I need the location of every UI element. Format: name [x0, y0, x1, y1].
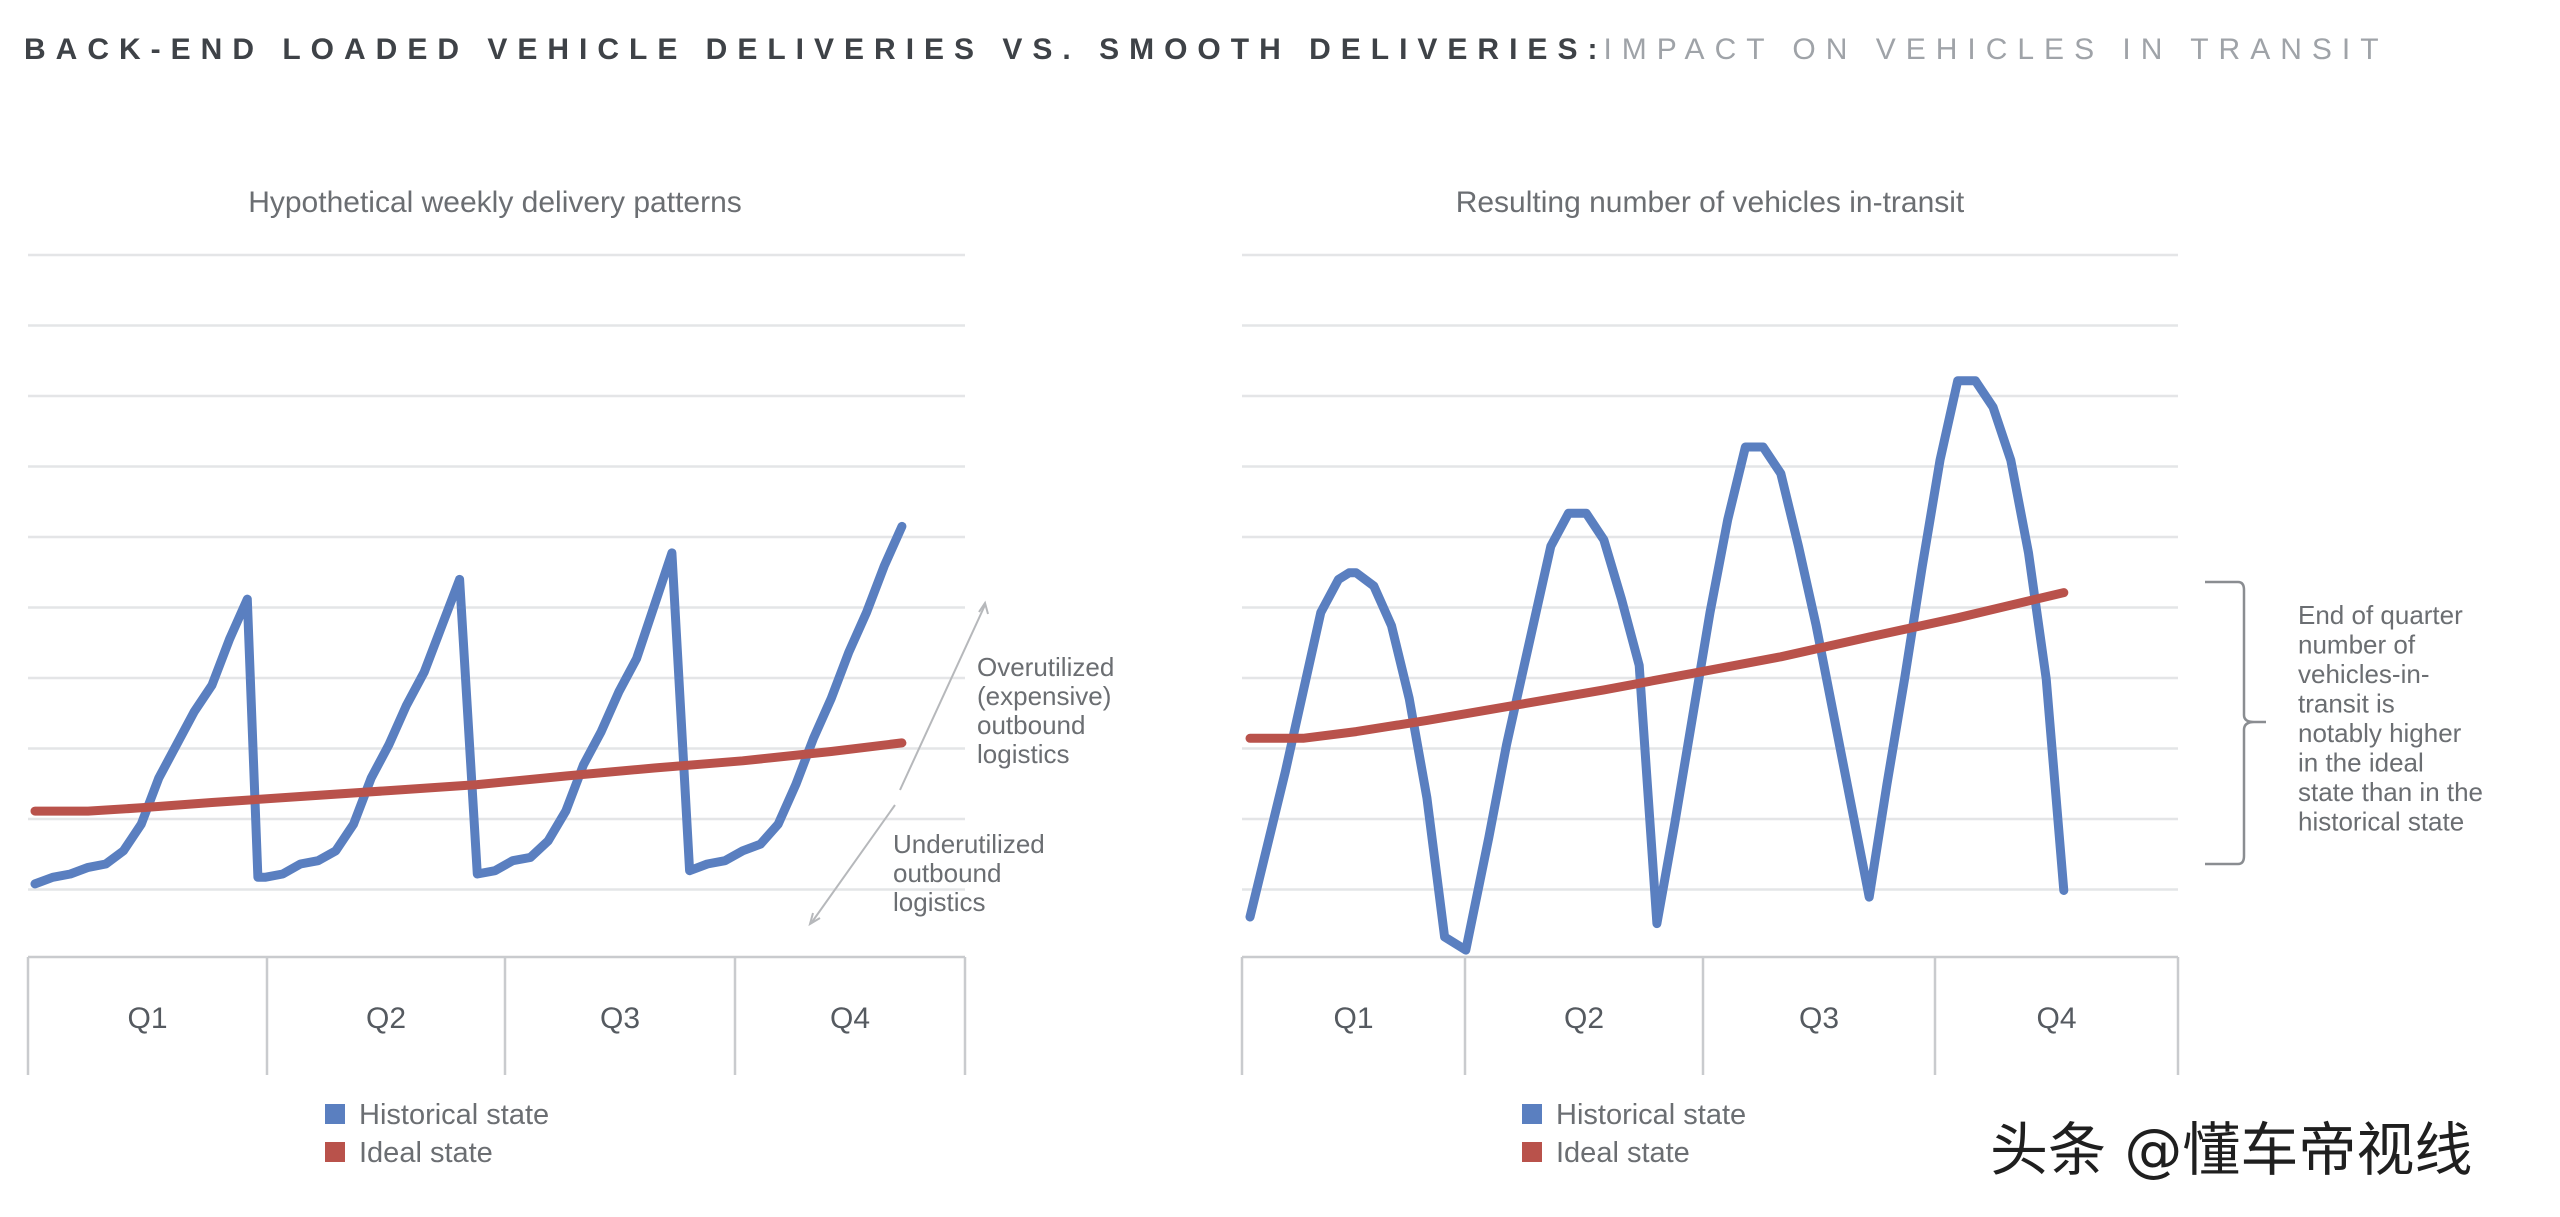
quarter-label-q2: Q2 — [366, 1002, 406, 1035]
underutilized-range-line — [811, 804, 896, 923]
header-title-main: BACK-END LOADED VEHICLE DELIVERIES VS. S… — [24, 33, 1588, 66]
overutilized-range-line — [899, 604, 986, 791]
header-title-sub: IMPACT ON VEHICLES IN TRANSIT — [1603, 33, 2389, 66]
chart-vehicles-in-transit: Resulting number of vehicles in-transit Q… — [1240, 186, 2483, 1169]
legend-label-ideal: Ideal state — [359, 1137, 493, 1169]
quarter-label-q1: Q1 — [127, 1002, 167, 1035]
end-of-quarter-brace — [2205, 580, 2266, 866]
series-line-ideal — [1245, 588, 2069, 743]
chart-weekly-delivery-patterns: Hypothetical weekly delivery patterns Q1 Q… — [26, 186, 1114, 1169]
legend-swatch-ideal — [325, 1142, 345, 1162]
series-line-historical — [1245, 376, 2069, 955]
overutilized-arrowhead — [978, 600, 989, 615]
quarter-label-q2: Q2 — [1564, 1002, 1604, 1035]
legend-label-ideal: Ideal state — [1556, 1137, 1690, 1169]
legend-label-historical: Historical state — [359, 1099, 549, 1131]
chart-title: Hypothetical weekly delivery patterns — [248, 186, 742, 219]
overutilized-annotation: Overutilized (expensive) outbound logistics — [977, 652, 1114, 769]
quarter-label-q3: Q3 — [1799, 1002, 1839, 1035]
quarter-label-q4: Q4 — [830, 1002, 870, 1035]
page-header: BACK-END LOADED VEHICLE DELIVERIES VS. S… — [24, 28, 2389, 72]
series-line-ideal — [30, 738, 907, 816]
legend-swatch-historical — [325, 1104, 345, 1124]
quarter-label-q3: Q3 — [600, 1002, 640, 1035]
watermark-text: 头条 @懂车帝视线 — [1990, 1116, 2472, 1184]
series-line-historical — [30, 521, 907, 889]
legend-label-historical: Historical state — [1556, 1099, 1746, 1131]
legend-swatch-ideal — [1522, 1142, 1542, 1162]
header-separator: : — [1587, 33, 1604, 66]
end-of-quarter-annotation: End of quarter number of vehicles-in-trans… — [2298, 600, 2483, 837]
chart-title: Resulting number of vehicles in-transit — [1456, 186, 1965, 219]
underutilized-arrowhead — [808, 912, 821, 927]
quarter-label-q1: Q1 — [1333, 1002, 1373, 1035]
legend-swatch-historical — [1522, 1104, 1542, 1124]
underutilized-annotation: Underutilized outbound logistics — [893, 829, 1045, 917]
quarter-label-q4: Q4 — [2036, 1002, 2076, 1035]
